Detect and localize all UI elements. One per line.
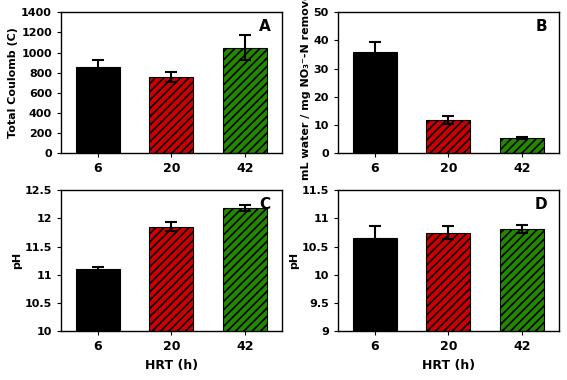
Text: D: D xyxy=(535,197,548,212)
Bar xyxy=(426,120,471,153)
X-axis label: HRT (h): HRT (h) xyxy=(145,359,198,372)
Bar xyxy=(353,238,397,380)
Y-axis label: Total Coulomb (C): Total Coulomb (C) xyxy=(9,27,18,138)
Bar xyxy=(500,138,544,153)
Y-axis label: mL water / mg NO₃⁻-N removed: mL water / mg NO₃⁻-N removed xyxy=(301,0,311,180)
Text: C: C xyxy=(260,197,270,212)
Bar xyxy=(149,77,193,153)
Bar xyxy=(426,233,471,380)
Bar xyxy=(500,229,544,380)
Text: B: B xyxy=(536,19,548,34)
Bar xyxy=(223,48,267,153)
Y-axis label: pH: pH xyxy=(12,252,22,269)
Bar xyxy=(76,67,120,153)
X-axis label: HRT (h): HRT (h) xyxy=(422,359,475,372)
Text: A: A xyxy=(259,19,270,34)
Bar xyxy=(76,269,120,380)
Y-axis label: pH: pH xyxy=(289,252,299,269)
Bar xyxy=(353,52,397,153)
Bar xyxy=(149,227,193,380)
Bar xyxy=(223,208,267,380)
